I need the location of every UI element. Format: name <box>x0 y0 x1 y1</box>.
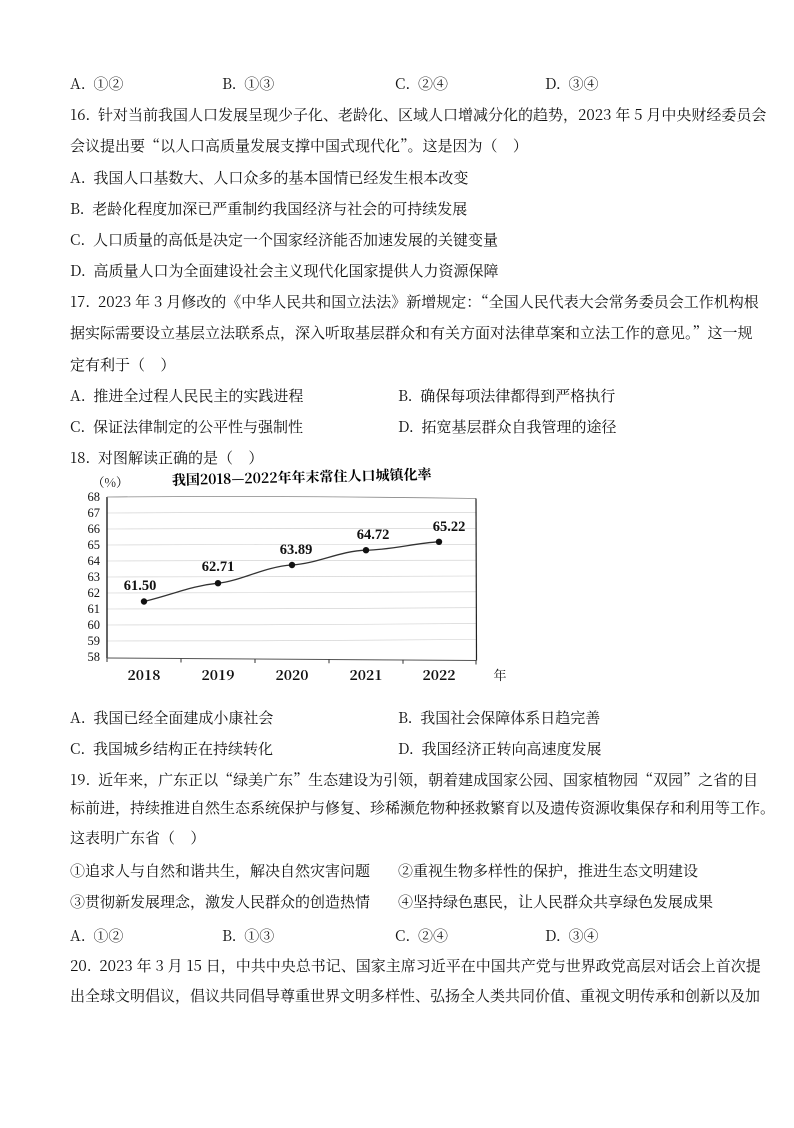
svg-text:68: 68 <box>88 490 101 504</box>
svg-text:2018: 2018 <box>128 665 161 685</box>
svg-text:61: 61 <box>88 602 101 616</box>
svg-text:2020: 2020 <box>276 665 309 685</box>
svg-text:62: 62 <box>88 586 101 600</box>
svg-text:60: 60 <box>88 618 101 632</box>
svg-text:年: 年 <box>493 665 506 684</box>
svg-text:58: 58 <box>88 650 101 664</box>
svg-text:63.89: 63.89 <box>280 542 313 558</box>
svg-text:67: 67 <box>88 506 101 520</box>
svg-text:2019: 2019 <box>202 665 235 685</box>
svg-text:64.72: 64.72 <box>357 527 390 543</box>
svg-text:65: 65 <box>88 538 101 552</box>
svg-text:61.50: 61.50 <box>124 578 157 594</box>
svg-text:65.22: 65.22 <box>433 519 466 535</box>
svg-text:64: 64 <box>88 554 101 568</box>
svg-text:63: 63 <box>88 570 101 584</box>
svg-text:（%）: （%） <box>92 473 129 491</box>
svg-text:2022: 2022 <box>423 665 456 685</box>
svg-text:59: 59 <box>88 634 101 648</box>
svg-text:66: 66 <box>88 522 101 536</box>
svg-text:2021: 2021 <box>350 665 383 685</box>
svg-text:62.71: 62.71 <box>202 559 235 575</box>
